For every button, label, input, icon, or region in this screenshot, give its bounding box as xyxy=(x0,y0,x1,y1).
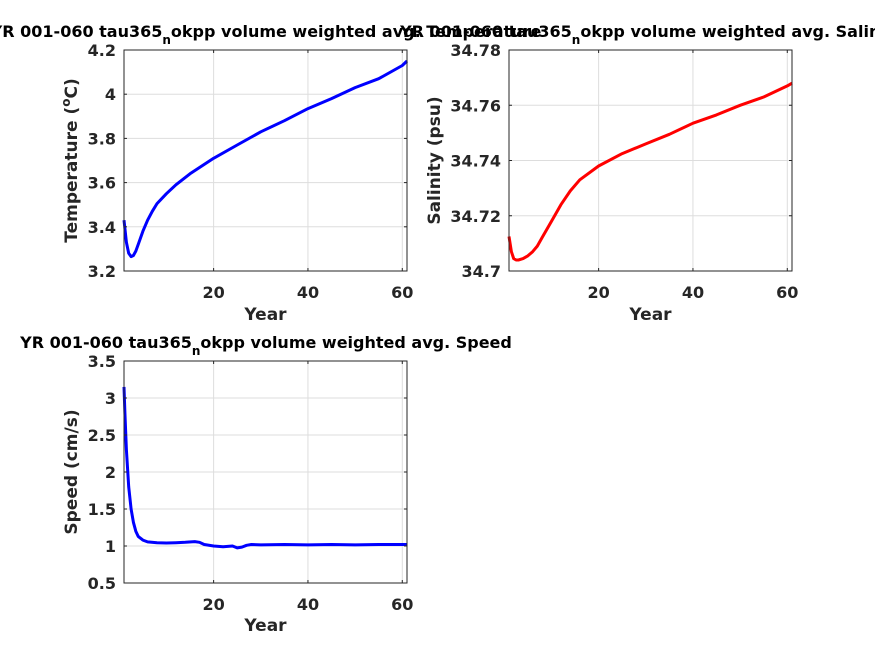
speed-y-axis-label: Speed (cm/s) xyxy=(62,409,82,534)
temperature-y-tick-label: 4 xyxy=(105,85,116,104)
salinity-y-tick-label: 34.78 xyxy=(450,41,501,60)
salinity-ticks: 20 40 60 34.7 34.72 34.74 34.76 34.78 xyxy=(450,41,798,302)
temperature-y-tick-label: 3.8 xyxy=(88,129,116,148)
salinity-y-tick-label: 34.7 xyxy=(462,262,501,281)
salinity-series-line xyxy=(507,81,793,262)
temperature-y-tick-label: 3.4 xyxy=(88,218,116,237)
temperature-title: YR 001-060 tau365nokpp volume weighted a… xyxy=(0,22,541,47)
temperature-y-axis-label: Temperature (oC) xyxy=(59,78,82,242)
speed-x-tick-label: 40 xyxy=(297,595,319,614)
salinity-y-tick-label: 34.74 xyxy=(450,152,501,171)
temperature-y-tick-label: 3.2 xyxy=(88,262,116,281)
temperature-y-tick-label: 4.2 xyxy=(88,41,116,60)
speed-y-tick-label: 1.5 xyxy=(88,500,116,519)
speed-y-tick-label: 3.5 xyxy=(88,352,116,371)
temperature-panel: YR 001-060 tau365nokpp volume weighted a… xyxy=(0,22,541,325)
salinity-y-tick-label: 34.72 xyxy=(450,207,501,226)
speed-x-axis-label: Year xyxy=(243,616,287,636)
temperature-x-tick-label: 20 xyxy=(202,283,224,302)
salinity-title: YR 001-060 tau365nokpp volume weighted a… xyxy=(399,22,875,47)
temperature-x-tick-label: 40 xyxy=(297,283,319,302)
speed-title: YR 001-060 tau365nokpp volume weighted a… xyxy=(19,333,512,358)
speed-ticks: 20 40 60 0.5 1 1.5 2 2.5 3 3.5 xyxy=(88,352,414,614)
salinity-x-tick-label: 60 xyxy=(776,283,798,302)
temperature-x-tick-label: 60 xyxy=(391,283,413,302)
speed-series-line xyxy=(122,386,407,550)
speed-x-tick-label: 20 xyxy=(202,595,224,614)
salinity-y-tick-label: 34.76 xyxy=(450,96,501,115)
salinity-y-axis-label: Salinity (psu) xyxy=(425,96,445,224)
speed-y-tick-label: 2 xyxy=(105,463,116,482)
speed-y-tick-label: 0.5 xyxy=(88,574,116,593)
salinity-x-axis-label: Year xyxy=(628,305,672,325)
salinity-panel: YR 001-060 tau365nokpp volume weighted a… xyxy=(399,22,875,325)
temperature-x-axis-label: Year xyxy=(243,305,287,325)
temperature-series-line xyxy=(122,59,409,259)
speed-y-tick-label: 1 xyxy=(105,537,116,556)
salinity-x-tick-label: 40 xyxy=(682,283,704,302)
temperature-ticks: 20 40 60 3.2 3.4 3.6 3.8 4 4.2 xyxy=(88,41,414,302)
salinity-x-tick-label: 20 xyxy=(587,283,609,302)
temperature-y-tick-label: 3.6 xyxy=(88,174,116,193)
speed-panel: YR 001-060 tau365nokpp volume weighted a… xyxy=(19,333,512,636)
temperature-axes-box xyxy=(123,49,408,272)
speed-y-tick-label: 3 xyxy=(105,389,116,408)
speed-y-tick-label: 2.5 xyxy=(88,426,116,445)
speed-x-tick-label: 60 xyxy=(391,595,413,614)
